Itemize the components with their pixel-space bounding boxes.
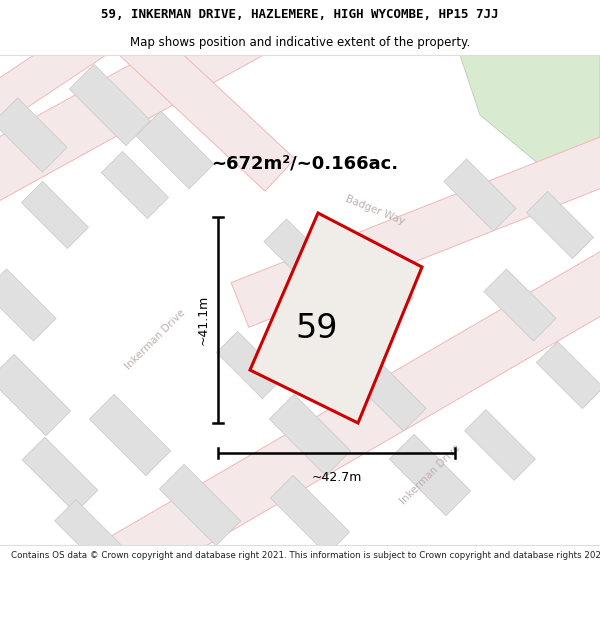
Polygon shape bbox=[89, 394, 170, 476]
Text: 59: 59 bbox=[296, 312, 338, 345]
Polygon shape bbox=[0, 354, 71, 436]
Polygon shape bbox=[250, 213, 422, 423]
Polygon shape bbox=[22, 181, 89, 249]
Polygon shape bbox=[346, 251, 413, 319]
Text: Contains OS data © Crown copyright and database right 2021. This information is : Contains OS data © Crown copyright and d… bbox=[11, 551, 600, 561]
Polygon shape bbox=[0, 1, 274, 209]
Polygon shape bbox=[160, 464, 241, 546]
Polygon shape bbox=[70, 64, 151, 146]
Polygon shape bbox=[55, 499, 125, 571]
Polygon shape bbox=[354, 359, 426, 431]
Polygon shape bbox=[217, 331, 284, 399]
Polygon shape bbox=[264, 219, 336, 291]
Text: Inkerman Drive: Inkerman Drive bbox=[398, 443, 462, 507]
Polygon shape bbox=[0, 98, 67, 172]
Polygon shape bbox=[86, 231, 600, 599]
Text: ~672m²/~0.166ac.: ~672m²/~0.166ac. bbox=[211, 154, 398, 172]
Text: ~41.1m: ~41.1m bbox=[197, 295, 210, 345]
Polygon shape bbox=[22, 437, 98, 513]
Polygon shape bbox=[526, 191, 593, 259]
Polygon shape bbox=[460, 55, 600, 165]
Polygon shape bbox=[0, 18, 111, 132]
Polygon shape bbox=[464, 409, 535, 481]
Polygon shape bbox=[0, 269, 56, 341]
Polygon shape bbox=[484, 269, 556, 341]
Polygon shape bbox=[269, 394, 350, 476]
Polygon shape bbox=[389, 434, 470, 516]
Polygon shape bbox=[444, 159, 516, 231]
Text: Map shows position and indicative extent of the property.: Map shows position and indicative extent… bbox=[130, 36, 470, 49]
Polygon shape bbox=[271, 476, 350, 554]
Polygon shape bbox=[136, 111, 214, 189]
Polygon shape bbox=[231, 132, 600, 328]
Text: Badger Way: Badger Way bbox=[344, 194, 406, 226]
Text: 59, INKERMAN DRIVE, HAZLEMERE, HIGH WYCOMBE, HP15 7JJ: 59, INKERMAN DRIVE, HAZLEMERE, HIGH WYCO… bbox=[101, 8, 499, 21]
Polygon shape bbox=[536, 341, 600, 409]
Polygon shape bbox=[101, 151, 169, 219]
Polygon shape bbox=[115, 19, 295, 191]
Text: Inkerman Drive: Inkerman Drive bbox=[123, 308, 187, 372]
Text: ~42.7m: ~42.7m bbox=[311, 471, 362, 484]
